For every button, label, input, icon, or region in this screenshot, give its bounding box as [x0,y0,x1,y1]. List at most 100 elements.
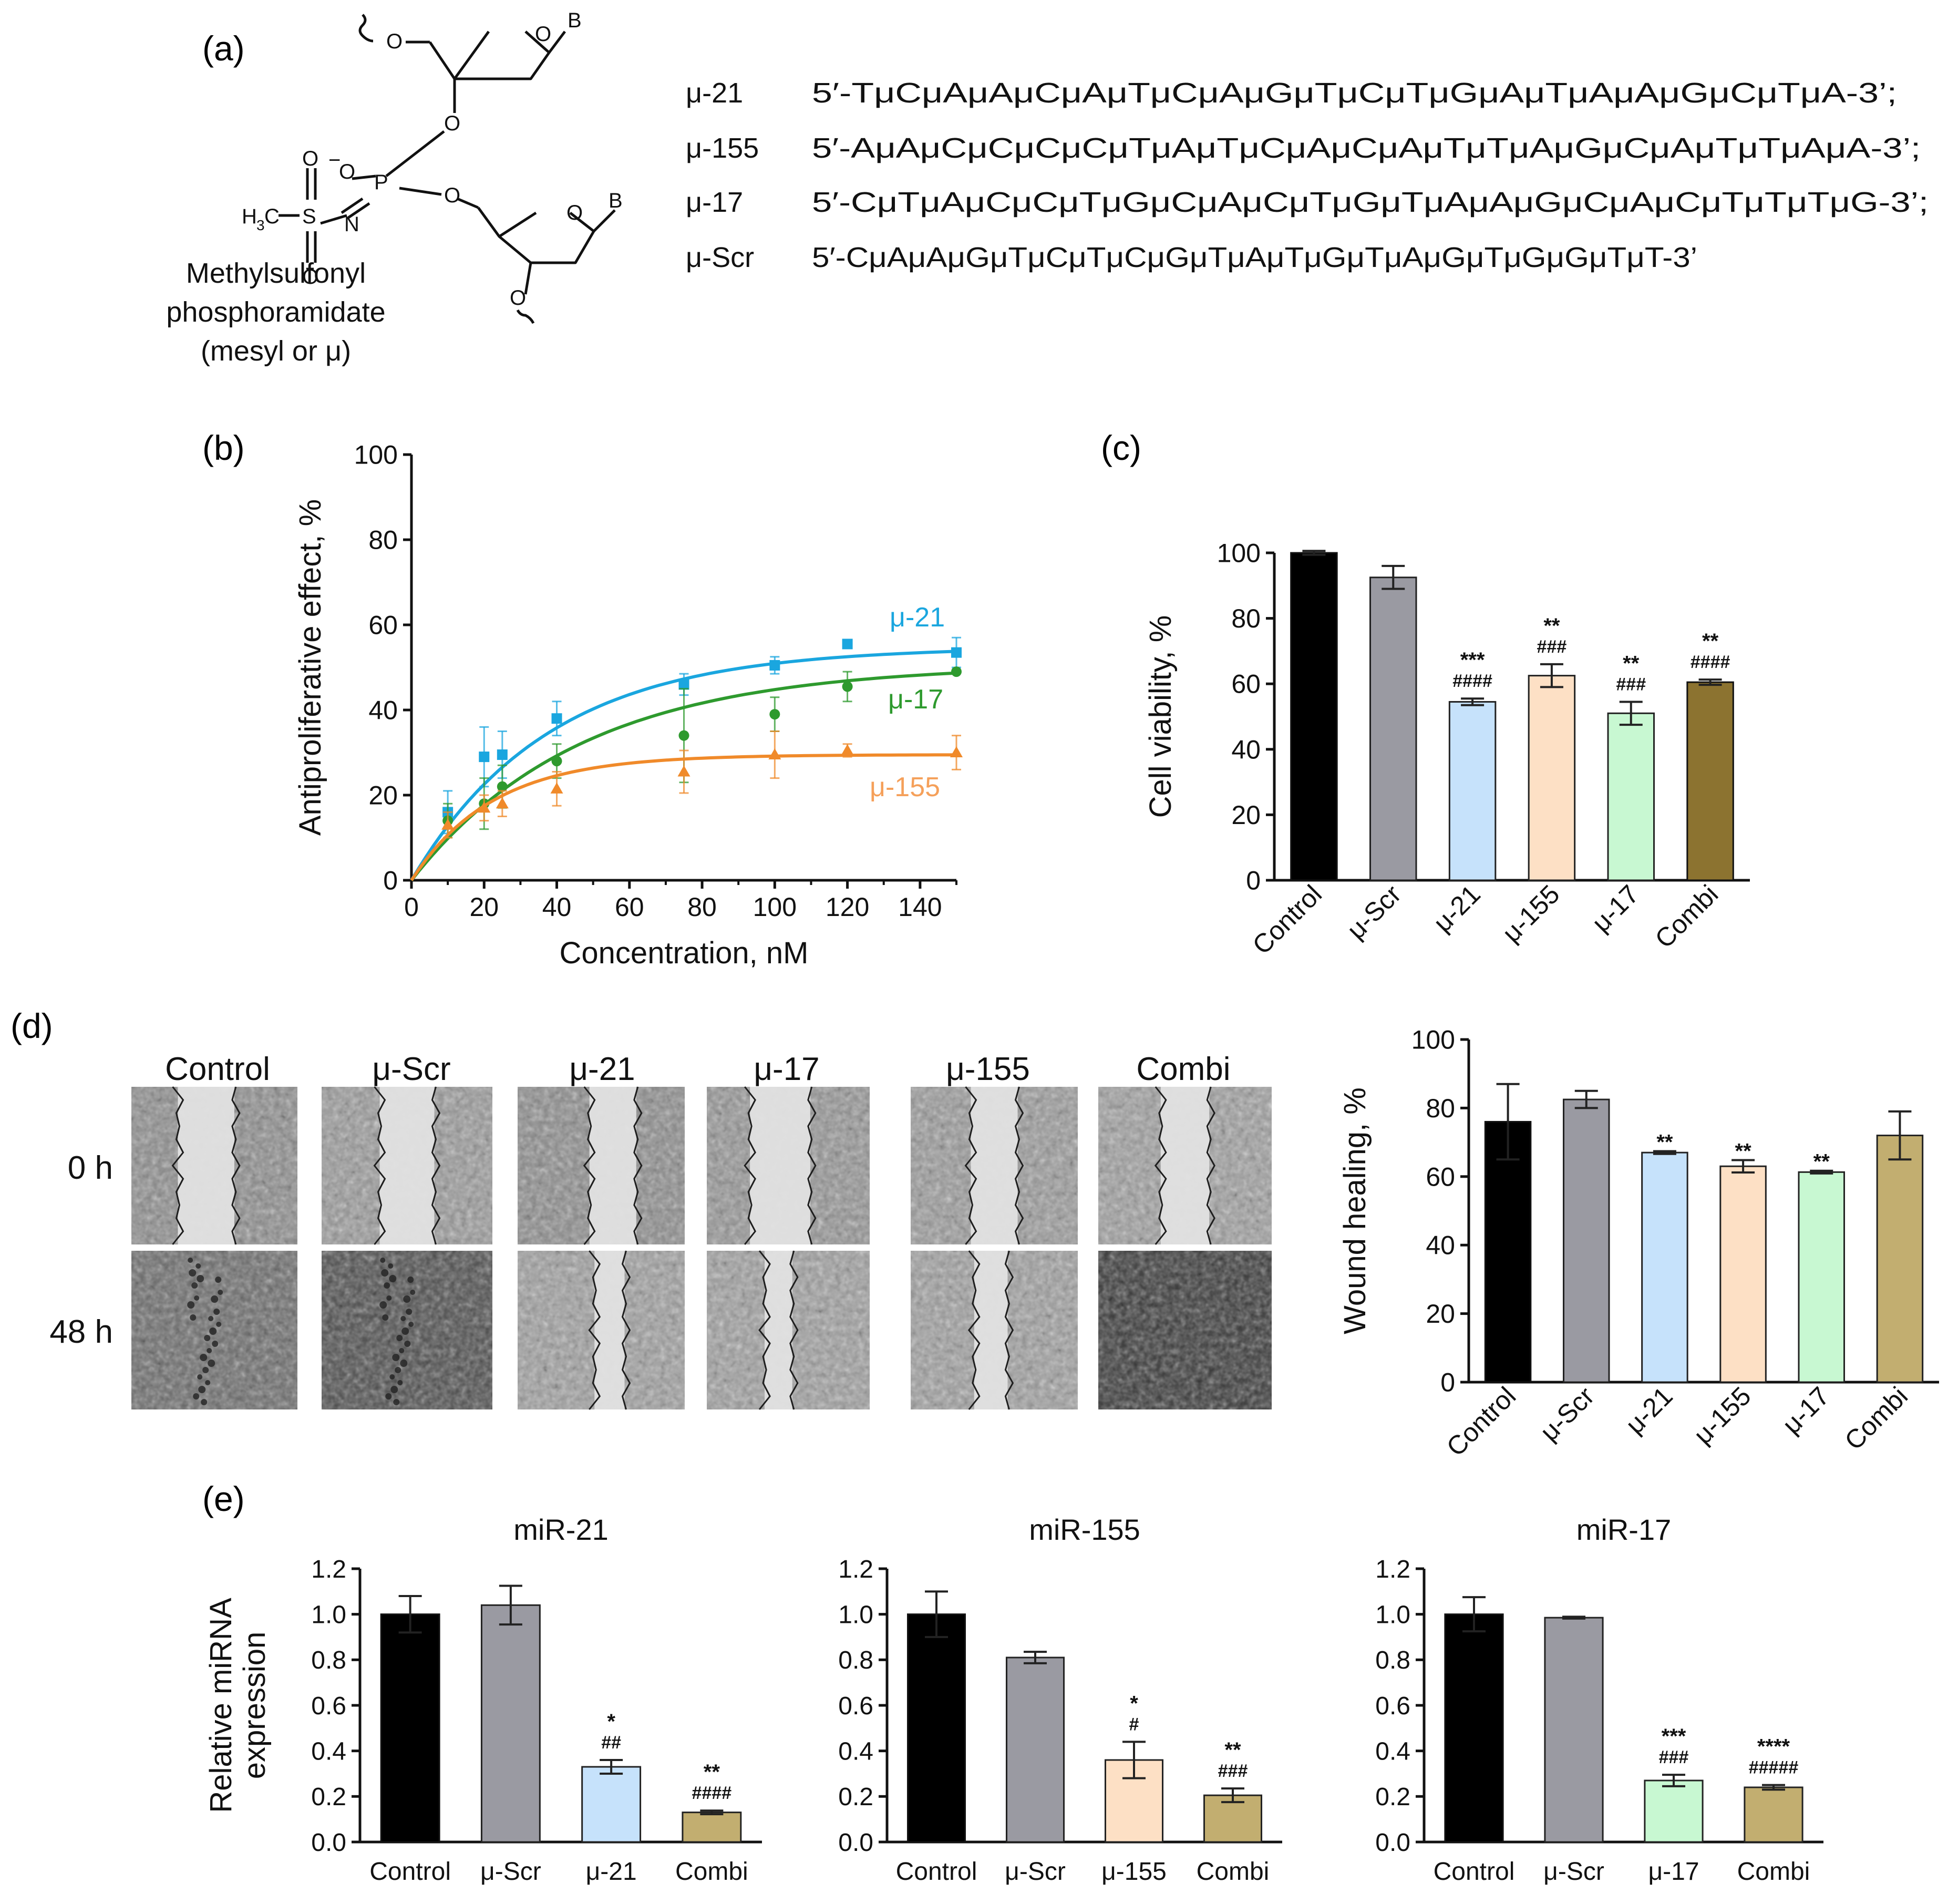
wound-gap [589,1087,636,1244]
micrograph-column-label: Control [165,1051,270,1087]
sequence-text: 5′-AμAμCμCμCμCμTμAμTμCμAμCμAμTμTμAμGμCμA… [812,132,1921,164]
wound-edge [1004,1250,1014,1410]
cell-cluster [403,1295,411,1303]
wavy-bond-top [358,14,374,43]
bond [498,211,537,238]
bar [1005,1656,1065,1843]
bar [906,1613,966,1843]
bar [1607,712,1655,881]
panel-label-e: (e) [202,1479,245,1518]
y-tick-label: 0.0 [1375,1829,1410,1857]
bond [399,187,442,196]
cell-cluster [404,1341,411,1347]
x-tick-label: 140 [898,892,942,922]
y-tick-label: 0.8 [311,1646,346,1674]
significance-stars: ** [1735,1140,1752,1163]
wound-gap [971,1087,1018,1244]
x-tick-label: Combi [1839,1381,1913,1456]
bar [1448,701,1497,881]
x-tick-label: 80 [687,892,717,922]
sequence-text: 5′-TμCμAμAμCμAμTμCμAμGμTμCμTμGμAμTμAμAμG… [812,77,1897,109]
y-axis-label: Antiproliferative effect, % [293,499,327,836]
atom-n: N [344,213,359,236]
sugar-ring-top [428,30,551,80]
y-tick-label: 0.4 [311,1737,346,1765]
bar [1290,552,1338,881]
cell-cluster [399,1348,405,1353]
x-tick-label: μ-Scr [1341,879,1407,945]
y-tick-label: 40 [368,696,398,725]
x-tick-label: μ-155 [1101,1858,1167,1886]
bar [1562,1098,1610,1383]
x-tick-label: 120 [826,892,869,922]
cell-cluster [395,1367,401,1373]
y-tick-label: 0.8 [838,1646,873,1674]
x-tick-label: μ-21 [1428,879,1486,938]
wound-gap [594,1251,625,1409]
wound-edge [373,1086,386,1245]
cell-cluster [208,1316,214,1321]
data-point [551,756,562,767]
bar [1686,681,1734,881]
cell-cluster [389,1374,395,1380]
x-tick-label: μ-Scr [1543,1858,1604,1886]
cell-cluster [188,1258,193,1263]
sugar-ring-bottom [477,207,595,264]
cell-cluster [195,1263,201,1269]
panel-label-d: (d) [11,1006,53,1045]
significance-hashes: # [1129,1714,1139,1734]
bar [1798,1171,1846,1383]
atom-p: P [374,171,388,194]
caption-line-1: Methylsulfonyl [186,258,366,289]
y-tick-label: 40 [1231,735,1261,764]
y-tick-label: 20 [1426,1299,1455,1329]
methyl-sub: 3 [256,217,265,233]
x-tick-label: μ-Scr [1534,1381,1600,1447]
micrograph-column-label: Combi [1136,1051,1230,1087]
cell-cluster [396,1335,403,1341]
data-point [678,730,689,741]
y-tick-label: 0.0 [838,1829,873,1857]
wound-gap [1160,1087,1210,1244]
significance-stars: ** [1813,1150,1830,1174]
y-tick-label: 0.4 [838,1737,873,1765]
significance-hashes: #### [1452,671,1492,691]
y-tick-label: 0.6 [1375,1692,1410,1720]
wound-edge [789,1250,799,1410]
structure-atoms: O O B O P O − O N S O O H 3 C O B O [242,9,623,310]
x-tick-label: 60 [615,892,644,922]
x-tick-label: μ-17 [1586,879,1644,938]
y-tick-label: 20 [1231,800,1261,830]
wound-edge [621,1250,631,1410]
y-tick-label: 40 [1426,1231,1455,1260]
cell-cluster [218,1290,223,1295]
cell-cluster [215,1277,222,1283]
y-axis-label: Wound healing, % [1338,1087,1372,1334]
data-point [550,782,563,794]
x-tick-label: Control [896,1858,977,1886]
wound-gap [765,1251,792,1409]
micrograph-texture [1098,1251,1272,1409]
significance-stars: ** [1224,1738,1241,1762]
x-tick-label: Combi [1737,1858,1810,1886]
atom-b: B [568,9,582,32]
chart-e-mir17: 0.0 0.2 0.4 0.6 0.8 1.0 1.2 Control μ-Scr μ-17 ***… [1375,1513,1823,1886]
series-label: μ-21 [890,602,945,633]
cell-cluster [384,1282,390,1289]
data-point [951,647,962,658]
data-point [677,765,690,777]
cell-cluster [407,1277,414,1283]
data-point [950,746,963,757]
cell-cluster [393,1399,400,1405]
data-point [951,666,962,677]
x-tick-label: μ-17 [1648,1858,1699,1886]
micrograph-row-label: 0 h [68,1150,113,1186]
cell-cluster [385,1393,392,1399]
panel-label-a: (a) [202,29,245,68]
wound-edge [744,1086,756,1245]
wound-edge [171,1086,184,1245]
cell-cluster [382,1314,389,1321]
charge-minus: − [328,149,341,172]
